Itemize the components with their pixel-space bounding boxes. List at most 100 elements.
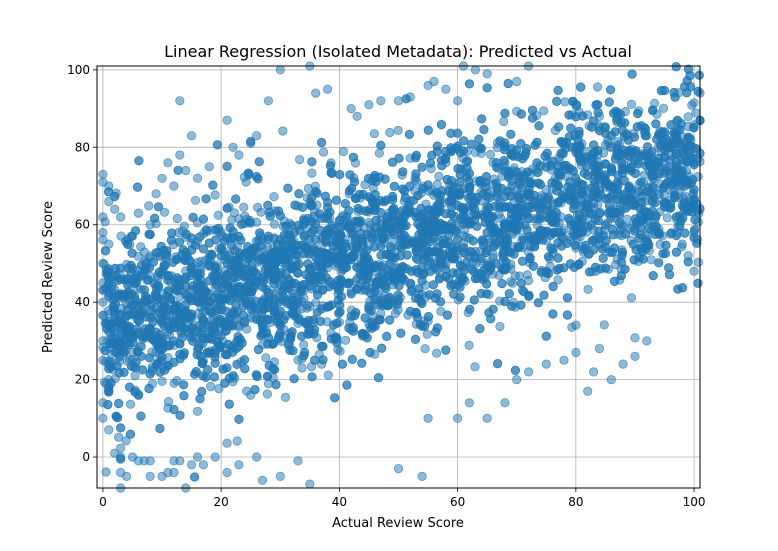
scatter-point (471, 363, 479, 371)
scatter-point (146, 370, 154, 378)
scatter-point (386, 243, 394, 251)
scatter-point (627, 100, 635, 108)
scatter-point (253, 203, 261, 211)
scatter-point (196, 233, 204, 241)
scatter-point (660, 198, 668, 206)
scatter-point (252, 278, 260, 286)
scatter-point (544, 193, 552, 201)
scatter-point (207, 382, 215, 390)
scatter-point (308, 169, 316, 177)
scatter-point (256, 229, 264, 237)
scatter-point (191, 196, 199, 204)
scatter-point (619, 169, 627, 177)
scatter-point (502, 235, 510, 243)
scatter-point (561, 98, 569, 106)
scatter-point (298, 364, 306, 372)
scatter-point (176, 350, 184, 358)
scatter-point (592, 188, 600, 196)
scatter-point (418, 277, 426, 285)
scatter-point (228, 242, 236, 250)
scatter-point (125, 383, 133, 391)
scatter-point (237, 220, 245, 228)
scatter-point (688, 101, 696, 109)
scatter-point (528, 114, 536, 122)
scatter-point (542, 332, 550, 340)
scatter-point (405, 130, 413, 138)
scatter-point (223, 204, 231, 212)
scatter-point (253, 372, 261, 380)
scatter-point (671, 139, 679, 147)
scatter-point (114, 433, 122, 441)
scatter-point (493, 359, 501, 367)
scatter-point (226, 314, 234, 322)
scatter-point (128, 334, 136, 342)
scatter-point (493, 189, 501, 197)
scatter-point (276, 319, 284, 327)
scatter-point (519, 287, 527, 295)
scatter-point (691, 215, 699, 223)
scatter-point (256, 236, 264, 244)
scatter-point (405, 206, 413, 214)
scatter-point (362, 207, 370, 215)
scatter-point (142, 332, 150, 340)
scatter-point (341, 199, 349, 207)
scatter-point (254, 345, 262, 353)
scatter-point (606, 86, 614, 94)
scatter-point (630, 256, 638, 264)
scatter-point (453, 235, 461, 243)
scatter-point (173, 214, 181, 222)
scatter-point (308, 373, 316, 381)
scatter-point (517, 139, 525, 147)
scatter-point (413, 268, 421, 276)
scatter-point (311, 356, 319, 364)
scatter-point (104, 268, 112, 276)
scatter-point (495, 238, 503, 246)
scatter-point (672, 231, 680, 239)
scatter-point (595, 209, 603, 217)
scatter-point (522, 149, 530, 157)
scatter-point (264, 232, 272, 240)
scatter-point (270, 220, 278, 228)
scatter-point (651, 198, 659, 206)
scatter-point (228, 216, 236, 224)
scatter-point (339, 147, 347, 155)
scatter-point (565, 111, 573, 119)
scatter-point (272, 380, 280, 388)
scatter-point (117, 323, 125, 331)
scatter-point (442, 346, 450, 354)
scatter-point (470, 296, 478, 304)
scatter-point (419, 255, 427, 263)
scatter-point (397, 329, 405, 337)
scatter-point (426, 159, 434, 167)
scatter-point (549, 245, 557, 253)
scatter-point (491, 202, 499, 210)
scatter-point (625, 182, 633, 190)
scatter-point (214, 211, 222, 219)
scatter-point (577, 83, 585, 91)
scatter-point (370, 243, 378, 251)
scatter-point (433, 290, 441, 298)
scatter-point (217, 306, 225, 314)
scatter-point (341, 336, 349, 344)
scatter-point (255, 256, 263, 264)
scatter-point (517, 301, 525, 309)
scatter-point (247, 305, 255, 313)
scatter-point (399, 213, 407, 221)
scatter-point (245, 170, 253, 178)
scatter-point (193, 407, 201, 415)
scatter-point (235, 249, 243, 257)
scatter-point (630, 133, 638, 141)
scatter-point (326, 208, 334, 216)
scatter-point (262, 354, 270, 362)
scatter-point (294, 296, 302, 304)
scatter-point (233, 360, 241, 368)
scatter-point (189, 213, 197, 221)
scatter-point (319, 342, 327, 350)
scatter-point (694, 87, 702, 95)
scatter-point (504, 173, 512, 181)
scatter-point (608, 248, 616, 256)
scatter-point (319, 286, 327, 294)
scatter-point (447, 210, 455, 218)
scatter-point (363, 275, 371, 283)
